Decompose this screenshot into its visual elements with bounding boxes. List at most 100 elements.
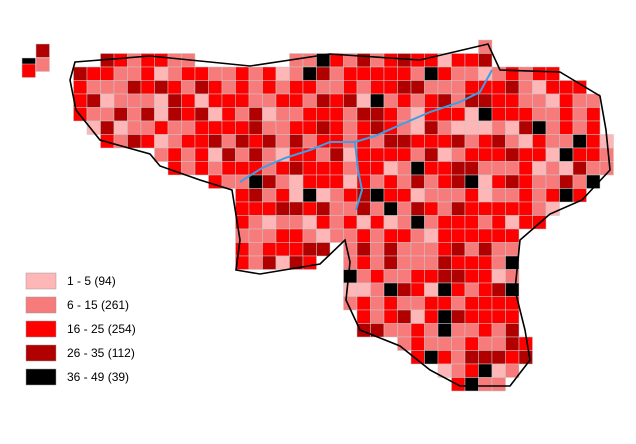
grid-cell [208, 134, 223, 149]
grid-cell [532, 161, 547, 176]
grid-cell [410, 161, 425, 176]
grid-cells [21, 39, 614, 392]
grid-cell [518, 350, 533, 365]
grid-cell [127, 80, 142, 95]
grid-cell [302, 242, 317, 257]
grid-cell [235, 228, 250, 243]
grid-cell [410, 66, 425, 81]
grid-cell [532, 188, 547, 203]
grid-cell [451, 255, 466, 270]
grid-cell [572, 93, 587, 108]
grid-cell [275, 107, 290, 122]
grid-cell [559, 80, 574, 95]
grid-cell [518, 134, 533, 149]
grid-cell [235, 134, 250, 149]
grid-cell [559, 174, 574, 189]
grid-cell [505, 93, 520, 108]
grid-cell [248, 255, 263, 270]
grid-cell [208, 147, 223, 162]
grid-cell [235, 93, 250, 108]
grid-cell [424, 228, 439, 243]
grid-cell [329, 161, 344, 176]
grid-cell [491, 161, 506, 176]
grid-cell [451, 309, 466, 324]
grid-cell [302, 93, 317, 108]
grid-cell [451, 336, 466, 351]
grid-cell [356, 147, 371, 162]
grid-cell [437, 215, 452, 230]
grid-cell [451, 80, 466, 95]
grid-cell [478, 120, 493, 135]
grid-cell [356, 120, 371, 135]
region-border [69, 43, 611, 387]
grid-cell [572, 161, 587, 176]
grid-cell [572, 107, 587, 122]
grid-cell [545, 66, 560, 81]
grid-cell [167, 80, 182, 95]
grid-cell [235, 66, 250, 81]
grid-cell [356, 255, 371, 270]
grid-cell [383, 282, 398, 297]
grid-cell [248, 147, 263, 162]
grid-cell [356, 80, 371, 95]
grid-cell [586, 93, 601, 108]
grid-cell [181, 93, 196, 108]
grid-cell [491, 296, 506, 311]
grid-cell [491, 255, 506, 270]
grid-cell [437, 66, 452, 81]
grid-cell [424, 80, 439, 95]
grid-cell [370, 174, 385, 189]
grid-cell [505, 107, 520, 122]
grid-cell [397, 255, 412, 270]
grid-cell [451, 323, 466, 338]
grid-cell [194, 134, 209, 149]
grid-cell [478, 269, 493, 284]
grid-cell [383, 215, 398, 230]
grid-cell [491, 350, 506, 365]
grid-cell [437, 161, 452, 176]
grid-cell [424, 134, 439, 149]
grid-cell [140, 66, 155, 81]
grid-cell [464, 363, 479, 378]
grid-cell [275, 174, 290, 189]
grid-cell [424, 336, 439, 351]
grid-cell [383, 269, 398, 284]
grid-cell [572, 188, 587, 203]
grid-cell [370, 161, 385, 176]
grid-cell [370, 80, 385, 95]
grid-cell [289, 215, 304, 230]
grid-cell [316, 80, 331, 95]
grid-cell [289, 201, 304, 216]
grid-cell [464, 282, 479, 297]
grid-cell [194, 93, 209, 108]
grid-cell [383, 309, 398, 324]
grid-cell [370, 215, 385, 230]
grid-cell [464, 296, 479, 311]
grid-cell [491, 282, 506, 297]
grid-cell [397, 215, 412, 230]
grid-cell [208, 93, 223, 108]
grid-cell [451, 120, 466, 135]
grid-cell [329, 215, 344, 230]
grid-cell [275, 134, 290, 149]
legend-label: 16 - 25 (254) [67, 322, 136, 336]
grid-cell [289, 161, 304, 176]
grid-cell [424, 255, 439, 270]
grid-cell [248, 107, 263, 122]
grid-cell [235, 147, 250, 162]
grid-cell [316, 107, 331, 122]
grid-cell [397, 174, 412, 189]
grid-cell [248, 188, 263, 203]
grid-cell [248, 80, 263, 95]
grid-cell [275, 93, 290, 108]
grid-cell [113, 93, 128, 108]
grid-cell [73, 80, 88, 95]
grid-cell [262, 80, 277, 95]
grid-cell [491, 309, 506, 324]
grid-cell [370, 296, 385, 311]
grid-cell [113, 120, 128, 135]
grid-cell [370, 269, 385, 284]
grid-cell [518, 174, 533, 189]
grid-cell [221, 134, 236, 149]
grid-cell [437, 174, 452, 189]
